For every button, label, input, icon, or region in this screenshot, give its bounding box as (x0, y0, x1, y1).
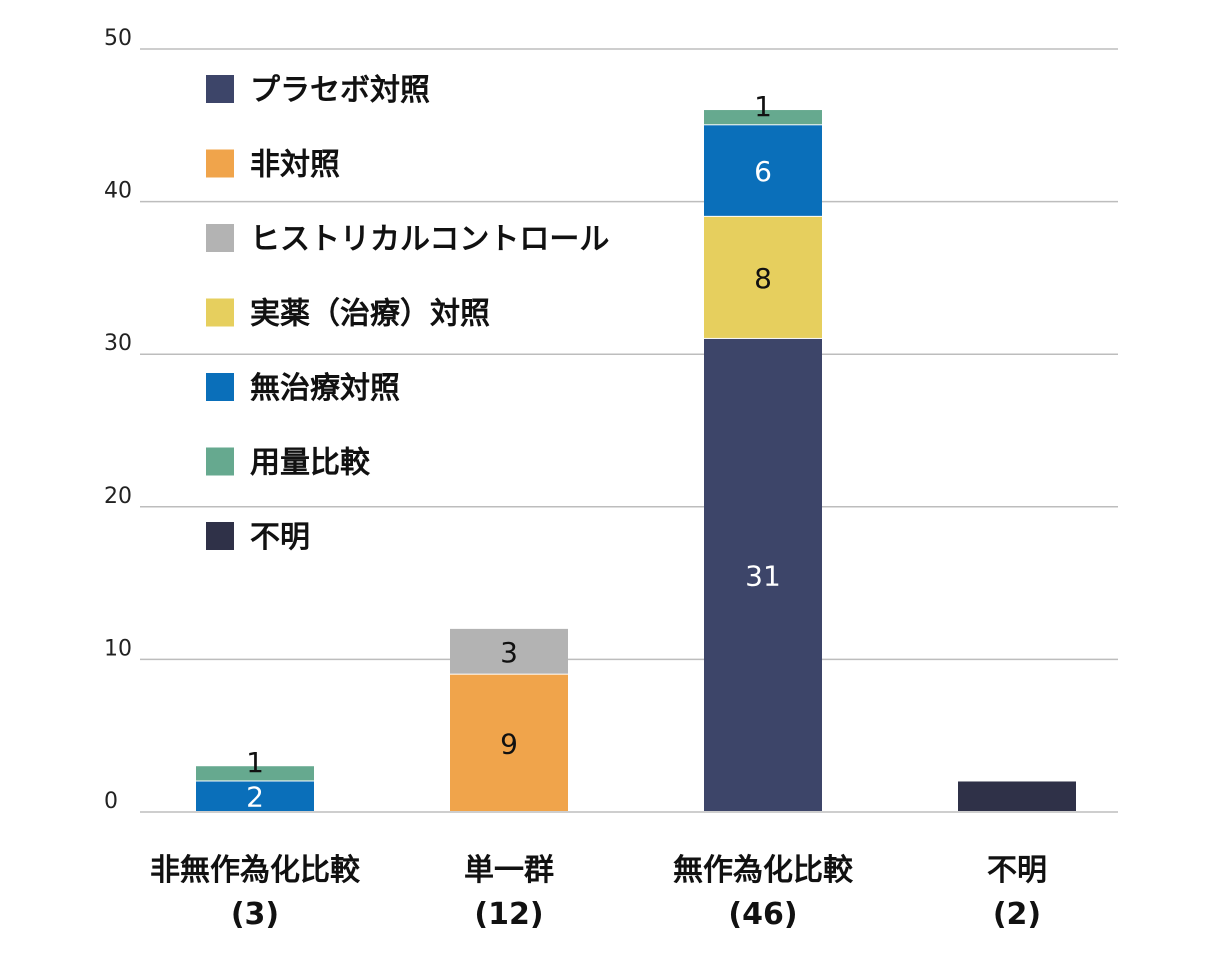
bar-segment (958, 781, 1076, 811)
legend-label: プラセボ対照 (250, 73, 430, 108)
y-axis-ticks: 0 10 20 30 40 50 (104, 26, 132, 814)
data-label: 1 (246, 746, 264, 779)
legend-swatch (206, 298, 234, 327)
data-label: 2 (246, 781, 264, 814)
bar-segment (450, 628, 568, 674)
y-tick-label: 10 (104, 636, 132, 661)
x-tick-count: (12) (474, 897, 543, 932)
x-tick-label: 単一群 (464, 853, 554, 888)
y-tick-label: 40 (104, 179, 132, 204)
bar-segment (196, 766, 314, 781)
data-label: 8 (754, 262, 772, 295)
x-tick-count: (2) (993, 897, 1041, 932)
legend-label: 用量比較 (250, 446, 371, 481)
legend-swatch (206, 373, 234, 401)
x-tick-count: (3) (231, 897, 279, 932)
legend-label: 無治療対照 (250, 371, 400, 406)
bar-segment (704, 125, 822, 216)
data-label: 1 (754, 90, 772, 123)
x-axis-labels: 非無作為化比較 (3) 単一群 (12) 無作為化比較 (46) 不明 (2) (150, 853, 1047, 932)
x-tick-label: 非無作為化比較 (150, 853, 361, 888)
legend-label: 実薬（治療）対照 (250, 297, 490, 332)
y-tick-label: 30 (104, 331, 132, 356)
x-tick-count: (46) (728, 897, 797, 932)
legend-label: 不明 (250, 520, 310, 555)
bar-segment (704, 216, 822, 338)
y-tick-label: 50 (104, 26, 132, 51)
legend-swatch (206, 224, 234, 252)
bar-segment (704, 338, 822, 811)
legend-swatch (206, 75, 234, 103)
gridlines (140, 48, 1118, 813)
legend-label: 非対照 (250, 148, 340, 183)
legend-label: ヒストリカルコントロール (250, 222, 609, 257)
data-label: 6 (754, 155, 772, 188)
x-tick-label: 不明 (987, 853, 1047, 888)
y-tick-label: 0 (104, 789, 118, 814)
data-label: 9 (500, 727, 518, 760)
x-tick-label: 無作為化比較 (673, 853, 854, 888)
data-label: 3 (500, 636, 518, 669)
y-tick-label: 20 (104, 484, 132, 509)
bar-segment (704, 110, 822, 125)
bar-segment (450, 674, 568, 811)
bar-segment (196, 781, 314, 811)
bars (196, 110, 1076, 811)
legend-swatch (206, 149, 234, 178)
legend-swatch (206, 447, 234, 476)
data-label: 31 (745, 559, 781, 592)
legend-swatch (206, 522, 234, 550)
